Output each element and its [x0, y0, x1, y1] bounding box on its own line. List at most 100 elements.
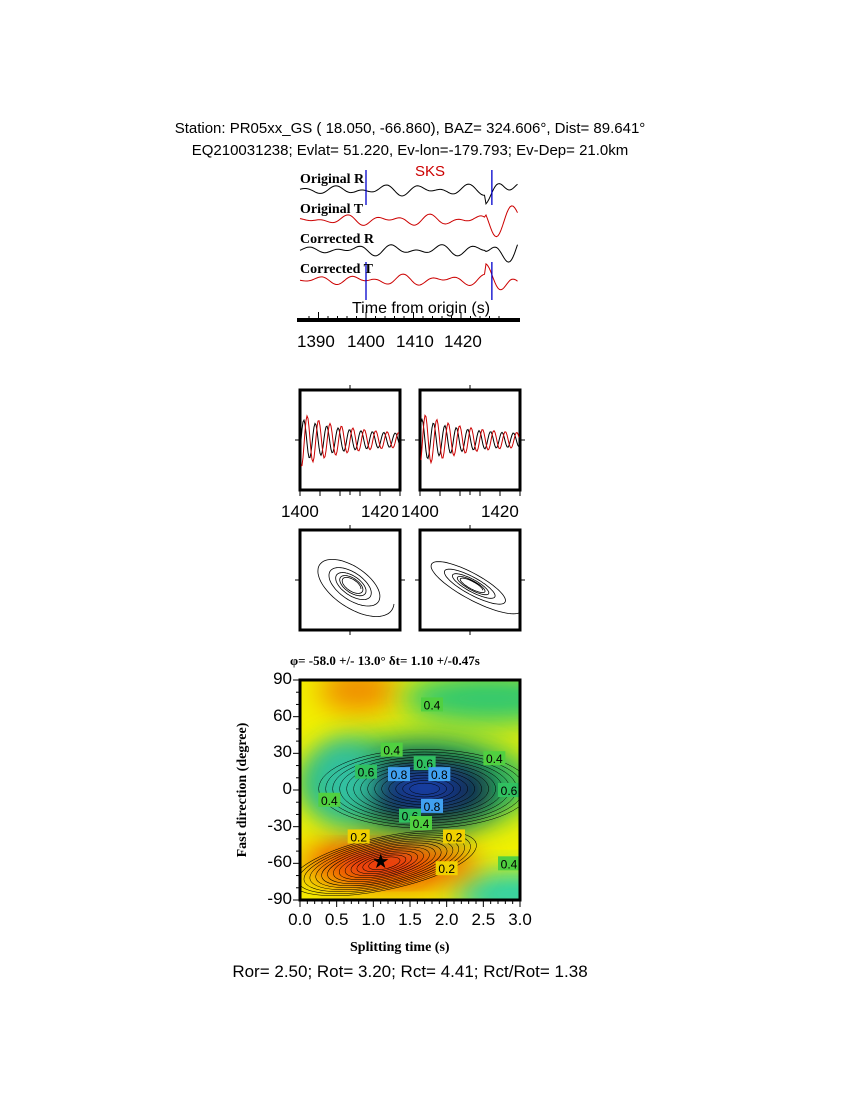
trace-label-original-r: Original R: [300, 172, 365, 187]
contour-label-box: [355, 764, 377, 779]
time-tick: 1400: [347, 332, 385, 351]
contour-line: [368, 856, 401, 870]
y-tick-label: -90: [267, 889, 292, 909]
seismogram-traces: [297, 170, 520, 322]
contour-region: [384, 775, 465, 800]
contour-region: [452, 871, 520, 900]
contour-label: 0.4: [321, 794, 338, 808]
contour-label: 0.8: [391, 768, 408, 782]
contour-label: 0.2: [350, 830, 367, 844]
x-tick-label: 0.0: [288, 910, 312, 929]
contour-label: 0.6: [358, 766, 375, 780]
contour-label-box: [410, 816, 432, 830]
contour-line: [327, 842, 442, 884]
contour-line: [315, 838, 454, 888]
contour-label-box: [318, 792, 341, 807]
y-tick-label: 90: [273, 669, 292, 688]
ratio-summary: Ror= 2.50; Rot= 3.20; Rct= 4.41; Rct/Rot…: [232, 962, 588, 981]
y-tick-label: 0: [282, 779, 292, 798]
contour-label: 0.2: [438, 862, 455, 876]
x-tick-label: 2.5: [471, 910, 496, 929]
panel-tick: 1420: [481, 502, 519, 521]
time-axis-label: Time from origin (s): [352, 300, 491, 317]
phase-label: SKS: [415, 163, 446, 180]
contour-label-box: [428, 767, 451, 782]
trace-original-r: [299, 183, 518, 205]
contour-label-box: [483, 751, 506, 766]
contour-line: [321, 840, 448, 886]
misfit-contour-map: 0.40.40.60.40.60.80.80.40.60.80.60.40.20…: [293, 678, 522, 907]
contour-label: 0.4: [486, 752, 503, 766]
x-axis-label: Splitting time (s): [350, 940, 450, 955]
x-tick-label: 1.5: [398, 910, 422, 929]
y-tick-label: 30: [273, 742, 292, 762]
contour-region: [400, 680, 520, 725]
y-tick-label: 60: [273, 705, 292, 725]
x-tick-label: 0.5: [324, 910, 349, 929]
x-tick-label: 2.0: [434, 910, 459, 929]
contour-line: [309, 836, 460, 890]
event-info: EQ210031238; Evlat= 51.220, Ev-lon=-179.…: [191, 142, 629, 159]
contour-label: 0.6: [501, 784, 518, 798]
contour-line: [409, 782, 440, 795]
contour-label-box: [347, 829, 370, 844]
contour-line: [356, 852, 413, 874]
station-info: Station: PR05xx_GS ( 18.050, -66.860), B…: [174, 120, 646, 137]
contour-label-box: [380, 742, 403, 757]
contour-field: 0.40.40.60.40.60.80.80.40.60.80.60.40.20…: [300, 680, 520, 900]
contour-label-box: [498, 783, 520, 797]
x-tick-label: 1.0: [361, 910, 386, 929]
radial-trace: [420, 417, 520, 460]
panel-tick: 1400: [401, 502, 439, 521]
contour-line: [362, 854, 407, 872]
contour-region: [318, 680, 399, 712]
time-tick: 1390: [297, 332, 335, 351]
panel-tick: 1400: [281, 502, 319, 521]
contour-line: [333, 844, 436, 882]
contour-line: [303, 834, 465, 892]
contour-line: [344, 848, 424, 878]
time-tick: 1420: [444, 332, 482, 351]
x-tick-label: 3.0: [508, 910, 532, 929]
trace-label-original-t: Original T: [300, 202, 364, 217]
trace-original-t: [299, 205, 518, 238]
contour-label-box: [443, 829, 465, 844]
contour-label: 0.2: [446, 830, 463, 844]
contour-label: 0.8: [431, 768, 448, 782]
contour-label: 0.4: [383, 744, 400, 758]
transverse-trace: [420, 414, 520, 465]
contour-label-box: [413, 756, 436, 771]
contour-label-box: [421, 798, 443, 813]
splitting-result-title: φ= -58.0 +/- 13.0° δt= 1.10 +/-0.47s: [290, 653, 480, 668]
contour-label: 0.8: [424, 800, 441, 814]
contour-line: [300, 832, 471, 894]
transverse-trace: [300, 414, 400, 467]
contour-region: [309, 740, 379, 821]
contour-line: [402, 780, 447, 798]
contour-label: 0.4: [413, 817, 430, 831]
trace-label-corrected-t: Corrected T: [300, 262, 373, 277]
contour-label: 0.4: [424, 698, 441, 712]
contour-label-box: [498, 856, 520, 871]
panel-tick: 1420: [361, 502, 399, 521]
time-tick: 1410: [396, 332, 434, 351]
trace-label-corrected-r: Corrected R: [300, 232, 374, 247]
contour-line: [300, 830, 477, 896]
y-tick-label: -60: [267, 852, 292, 872]
contour-label-box: [388, 767, 410, 782]
trace-corrected-r: [299, 244, 518, 263]
contour-label: 0.4: [501, 857, 518, 871]
contour-line: [338, 846, 430, 880]
trace-corrected-t: [299, 262, 518, 291]
radial-trace: [300, 418, 400, 459]
contour-line: [350, 850, 418, 876]
particle-motion: [317, 559, 395, 617]
contour-label-box: [421, 697, 443, 712]
contour-label-box: [435, 861, 458, 876]
y-tick-label: -30: [267, 815, 292, 835]
y-axis-label: Fast direction (degree): [235, 722, 250, 858]
waveform-panels: [295, 385, 525, 635]
best-fit-star-icon: ★: [372, 851, 390, 873]
